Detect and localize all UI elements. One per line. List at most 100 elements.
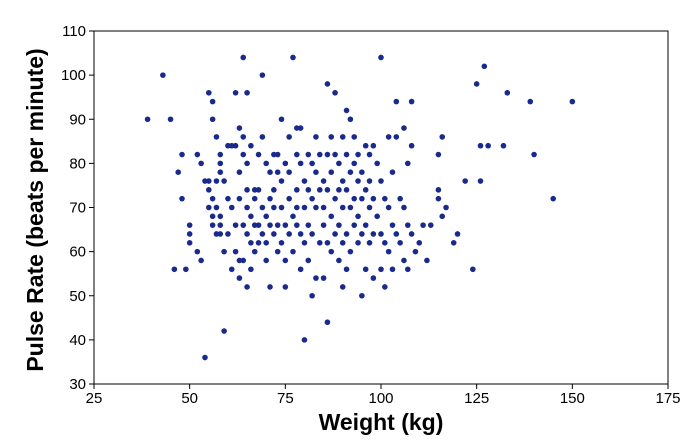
data-point (232, 142, 239, 149)
data-point (259, 134, 266, 140)
data-point (221, 328, 227, 334)
data-point (232, 89, 239, 96)
data-point (370, 275, 377, 281)
data-point (294, 125, 300, 131)
data-point (343, 187, 350, 193)
y-tick-label: 110 (62, 23, 86, 40)
data-point (339, 284, 346, 290)
data-point (316, 151, 323, 158)
data-point (397, 195, 403, 202)
data-point (435, 187, 442, 193)
data-point (401, 257, 407, 264)
data-point (416, 240, 423, 246)
data-point (217, 231, 224, 237)
data-point (301, 240, 308, 246)
data-point (294, 151, 300, 158)
data-point (282, 257, 289, 264)
data-point (569, 98, 576, 105)
data-point (209, 195, 216, 202)
data-point (370, 142, 377, 149)
data-point (374, 213, 380, 220)
data-point (278, 116, 285, 123)
data-point (435, 195, 442, 202)
data-point (251, 195, 258, 202)
data-point (393, 231, 400, 237)
y-tick-label: 30 (69, 376, 86, 393)
data-point (481, 63, 488, 70)
data-point (370, 195, 377, 202)
data-point (271, 151, 277, 158)
data-point (202, 354, 208, 361)
data-point (359, 231, 365, 237)
data-point (378, 231, 384, 237)
x-axis-title: Weight (kg) (319, 409, 444, 435)
data-point (332, 89, 338, 96)
data-point (500, 142, 507, 149)
data-point (240, 54, 247, 61)
data-point (366, 204, 373, 211)
data-point (206, 178, 212, 184)
data-point (179, 151, 185, 158)
data-point (382, 240, 388, 246)
data-point (550, 195, 556, 202)
x-tick-label: 75 (277, 390, 294, 407)
data-point (240, 222, 247, 228)
data-point (351, 160, 358, 167)
x-tick-label: 25 (86, 390, 103, 407)
data-point (198, 160, 204, 167)
data-point (271, 231, 277, 237)
data-point (255, 151, 262, 158)
data-point (263, 160, 270, 167)
data-point (248, 266, 254, 273)
data-point (217, 169, 224, 175)
data-point (404, 222, 411, 228)
data-point (370, 231, 377, 237)
data-point (347, 204, 354, 211)
data-point (297, 266, 304, 273)
data-point (336, 160, 342, 167)
data-point (420, 222, 426, 228)
data-point (240, 257, 247, 264)
data-point (294, 187, 300, 193)
data-point (443, 204, 449, 211)
data-point (278, 240, 285, 246)
data-point (225, 231, 231, 237)
data-point (401, 125, 407, 131)
data-point (274, 151, 281, 158)
data-point (339, 204, 346, 211)
data-point (309, 231, 315, 237)
data-point (427, 222, 434, 228)
data-point (324, 81, 331, 87)
y-tick-label: 80 (69, 155, 86, 172)
data-point (328, 213, 335, 220)
data-point (305, 257, 312, 264)
data-point (470, 266, 476, 273)
y-tick-label: 70 (69, 200, 86, 217)
data-point (332, 231, 338, 237)
x-tick-label: 50 (181, 390, 198, 407)
data-point (248, 142, 254, 149)
data-point (351, 222, 358, 228)
data-point (236, 125, 243, 131)
data-point (217, 222, 224, 228)
x-tick-label: 100 (368, 390, 393, 407)
data-point (175, 169, 181, 175)
data-point (408, 98, 415, 105)
data-point (251, 187, 258, 193)
data-point (351, 195, 358, 202)
data-point (397, 240, 403, 246)
data-point (217, 160, 224, 167)
data-point (339, 240, 346, 246)
data-point (221, 248, 227, 255)
x-axis: 25 50 75 100 125 150 175 (86, 384, 681, 407)
data-point (209, 98, 216, 105)
data-point (343, 231, 350, 237)
data-point (347, 169, 354, 175)
data-point (267, 222, 273, 228)
data-point (286, 231, 292, 237)
data-point (297, 125, 304, 131)
data-point (378, 54, 384, 61)
data-point (183, 266, 189, 273)
data-point (355, 213, 361, 220)
data-point (404, 266, 411, 273)
